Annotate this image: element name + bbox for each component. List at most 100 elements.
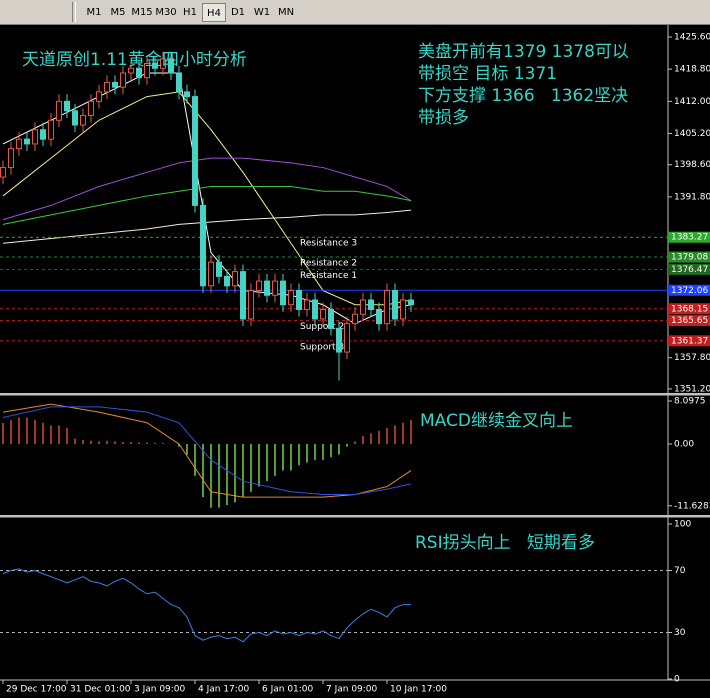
candle-body: [272, 280, 278, 296]
price-tag-label: 1372.06: [671, 286, 708, 296]
y-tick-label: 70: [674, 566, 686, 576]
y-tick-label: -11.6283: [674, 501, 710, 511]
candle-body: [280, 280, 286, 306]
candle-body: [160, 58, 166, 69]
price-tag-label: 1376.47: [671, 265, 708, 275]
y-tick-label: 1357.80: [674, 353, 710, 363]
candle-body: [256, 280, 262, 292]
annotation: 带损多: [418, 108, 469, 128]
candle-body: [88, 100, 94, 117]
y-tick-label: 1391.80: [674, 192, 710, 202]
candle-body: [8, 148, 14, 169]
toolbar: M1 M5 M15 M30 H1 H4 D1 W1 MN: [0, 0, 710, 25]
x-tick-label: 10 Jan 17:00: [390, 685, 447, 695]
candle-body: [104, 81, 110, 93]
background: [0, 25, 710, 698]
candle-body: [296, 290, 302, 310]
annotation: 带损空 目标 1371: [418, 64, 557, 84]
timeframe-button[interactable]: M30: [155, 6, 177, 18]
x-tick-label: 6 Jan 01:00: [262, 685, 314, 695]
price-tag-label: 1368.15: [671, 304, 708, 314]
candle-body: [168, 58, 174, 74]
price-tag-label: 1361.37: [671, 336, 708, 346]
price-tag: [668, 231, 710, 243]
separator: [72, 2, 76, 22]
x-tick-label: 31 Dec 01:00: [70, 685, 131, 695]
price-tag: [668, 335, 710, 347]
indicator-title: MACD继续金叉向上: [420, 411, 573, 431]
annotation: 美盘开前有1379 1378可以: [418, 42, 629, 62]
y-tick-label: 100: [674, 519, 691, 529]
candle-body: [64, 100, 70, 112]
candle-body: [400, 299, 406, 320]
y-tick-label: 1351.20: [674, 384, 710, 394]
candle-body: [112, 81, 118, 88]
timeframe-button[interactable]: M15: [131, 6, 153, 18]
timeframe-button[interactable]: H4: [202, 2, 226, 22]
y-tick-label: 8.0975: [674, 397, 706, 407]
y-tick-label: 1398.60: [674, 160, 710, 170]
candle-body: [176, 72, 182, 93]
candle-body: [264, 280, 270, 296]
candle-body: [392, 290, 398, 320]
candle-body: [224, 275, 230, 287]
y-tick-label: 0.00: [674, 440, 694, 450]
timeframe-button[interactable]: MN: [277, 6, 295, 18]
pane-separator: [0, 393, 710, 396]
candle-body: [120, 72, 126, 88]
price-tag-label: 1383.27: [671, 233, 708, 243]
indicator-line: [2, 157, 412, 221]
candle-body: [232, 271, 238, 287]
y-tick-label: 0: [674, 674, 680, 684]
level-label: Support 2: [300, 322, 344, 332]
x-tick-label: 4 Jan 17:00: [198, 685, 250, 695]
candle-body: [384, 290, 390, 325]
timeframe-button[interactable]: D1: [230, 6, 246, 18]
candle-body: [32, 129, 38, 145]
price-tag: [668, 315, 710, 327]
level-label: Support 3: [300, 342, 344, 352]
y-tick-label: 30: [674, 628, 686, 638]
candle-body: [240, 271, 246, 320]
candle-body: [352, 313, 358, 325]
rsi-line: [2, 568, 411, 643]
timeframe-button[interactable]: M5: [110, 6, 126, 18]
price-tag-label: 1379.08: [671, 253, 708, 263]
candle-body: [344, 323, 350, 353]
candle-body: [128, 67, 134, 74]
indicator-line: [2, 185, 412, 225]
annotation: 下方支撑 1366 1362坚决: [418, 86, 628, 106]
timeframe-button[interactable]: H1: [183, 6, 197, 18]
candle-body: [288, 290, 294, 306]
x-tick-label: 3 Jan 09:00: [134, 685, 186, 695]
candle-body: [408, 299, 414, 306]
timeframe-button[interactable]: M1: [86, 6, 102, 18]
price-tag-label: 1365.65: [671, 316, 708, 326]
level-label: Resistance 3: [300, 239, 357, 249]
timeframe-button[interactable]: W1: [253, 6, 271, 18]
candle-body: [200, 204, 206, 287]
candle-body: [216, 261, 222, 277]
candle-body: [24, 138, 30, 145]
y-tick-label: 1405.20: [674, 129, 710, 139]
candle-body: [368, 299, 374, 310]
candle-body: [336, 327, 342, 353]
candle-body: [184, 91, 190, 98]
chart-title: 天道原创1.11黄金四小时分析: [22, 50, 247, 70]
candle-body: [96, 91, 102, 102]
y-tick-label: 1425.60: [674, 33, 710, 43]
price-tag: [668, 251, 710, 263]
price-tag: [668, 284, 710, 296]
indicator-line: [2, 406, 412, 495]
candle-body: [144, 63, 150, 79]
candle-body: [136, 67, 142, 79]
candle-body: [312, 299, 318, 320]
candle-body: [40, 129, 46, 140]
price-tag: [668, 303, 710, 315]
level-label: Resistance 1: [300, 271, 357, 281]
candle-body: [248, 290, 254, 320]
y-tick-label: 1418.80: [674, 65, 710, 75]
candle-body: [304, 299, 310, 310]
